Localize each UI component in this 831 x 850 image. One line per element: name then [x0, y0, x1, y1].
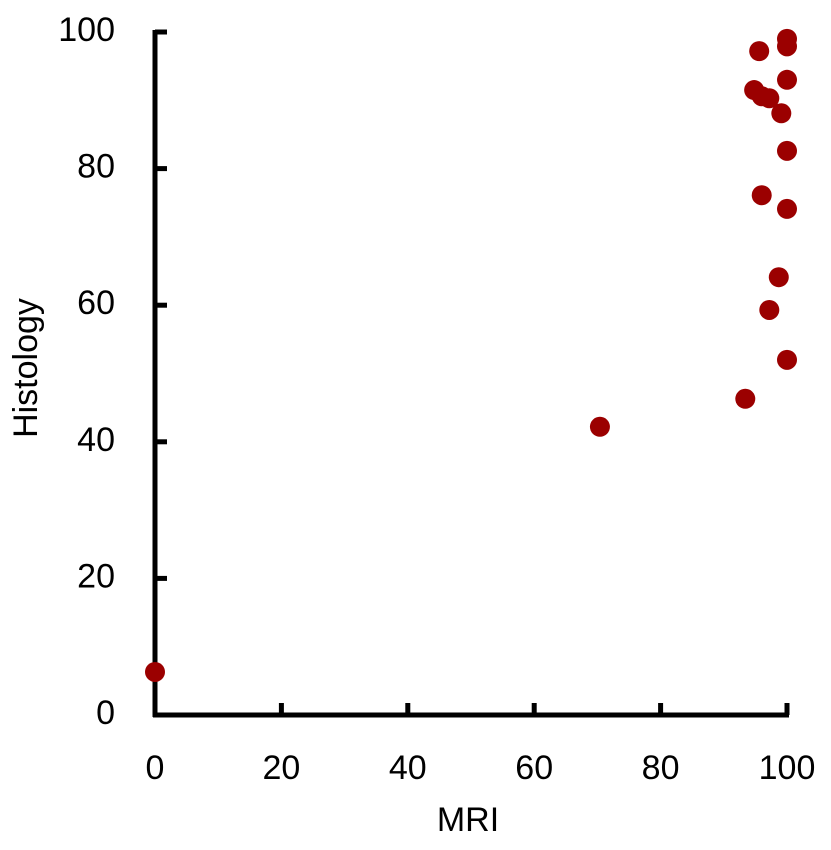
y-axis-label: Histology: [7, 298, 45, 438]
x-tick-label: 80: [642, 749, 680, 787]
x-tick-label: 0: [146, 749, 165, 787]
y-tick-label: 0: [96, 694, 115, 732]
y-tick-label: 80: [77, 148, 115, 186]
point: [744, 80, 765, 101]
point: [777, 28, 797, 49]
point: [777, 140, 797, 161]
y-tick-label: 60: [77, 284, 115, 322]
x-tick-label: 20: [262, 749, 300, 787]
y-tick-label: 40: [77, 421, 115, 459]
y-tick-label: 20: [77, 557, 115, 595]
point: [771, 103, 792, 124]
point: [749, 41, 770, 62]
point: [777, 198, 797, 219]
point: [759, 299, 780, 320]
x-tick-label: 100: [759, 749, 816, 787]
x-tick-label: 60: [515, 749, 553, 787]
x-tick-label: 40: [389, 749, 427, 787]
y-tick-label: 100: [58, 11, 115, 49]
point: [735, 388, 756, 409]
point: [751, 185, 772, 206]
point: [145, 661, 165, 682]
point: [768, 267, 789, 288]
point: [589, 416, 610, 437]
point: [777, 69, 797, 90]
point: [777, 349, 797, 370]
x-axis-label: MRI: [437, 801, 499, 839]
